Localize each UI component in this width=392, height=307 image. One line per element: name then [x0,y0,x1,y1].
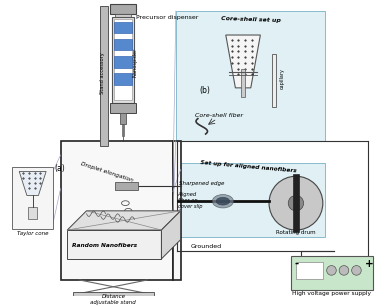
Polygon shape [162,211,181,259]
Bar [173,163,325,237]
Polygon shape [226,35,260,88]
Circle shape [269,176,323,230]
Bar [241,69,245,97]
Bar [120,113,126,124]
Text: Aligned
fiber on
cover slip: Aligned fiber on cover slip [178,192,202,209]
Bar [114,39,132,50]
Text: Random Nanofibers: Random Nanofibers [72,243,137,248]
Bar [73,292,154,296]
Bar [296,262,323,279]
Bar [109,4,136,14]
Text: Precursor dispenser: Precursor dispenser [136,15,199,20]
Bar [113,17,134,103]
Text: Stand accessory: Stand accessory [100,52,105,94]
Text: Core-shell set up: Core-shell set up [221,17,281,24]
Bar [291,256,373,290]
Ellipse shape [216,197,230,205]
Bar [114,73,132,85]
Text: Taylor cone: Taylor cone [17,231,49,236]
Circle shape [327,266,336,275]
Circle shape [339,266,349,275]
Bar [67,230,162,259]
Bar [115,182,138,190]
Text: Distance
adjustable stand: Distance adjustable stand [91,294,136,305]
Bar [114,19,132,100]
Text: Core-shell fiber: Core-shell fiber [195,113,243,118]
Bar [114,56,132,68]
Ellipse shape [212,195,234,208]
Text: Sharpened edge: Sharpened edge [179,181,224,186]
Bar [293,174,299,232]
Polygon shape [19,171,46,196]
Text: capillary: capillary [279,68,285,89]
Bar [60,141,173,280]
Bar [109,103,136,113]
Bar [115,14,131,17]
Text: Nanospider: Nanospider [133,47,138,76]
Polygon shape [67,211,181,230]
Bar [173,141,181,280]
Text: Grounded: Grounded [190,244,221,249]
Text: Set up for aligned nanofibers: Set up for aligned nanofibers [200,160,297,173]
Bar [122,124,124,136]
Circle shape [288,196,304,211]
Bar [100,6,108,146]
Bar [13,167,53,229]
Bar [114,21,132,33]
Text: Rotating drum: Rotating drum [276,230,316,235]
Circle shape [352,266,361,275]
Text: (b): (b) [200,86,211,95]
Text: +: + [365,259,374,269]
Bar [272,54,276,107]
Polygon shape [176,11,325,141]
Bar [28,207,38,219]
Text: Droplet elongation: Droplet elongation [80,161,134,183]
Text: High voltage power supply: High voltage power supply [292,291,372,296]
Text: (c): (c) [286,182,296,191]
Text: -: - [294,259,298,269]
Text: (a): (a) [55,165,65,173]
